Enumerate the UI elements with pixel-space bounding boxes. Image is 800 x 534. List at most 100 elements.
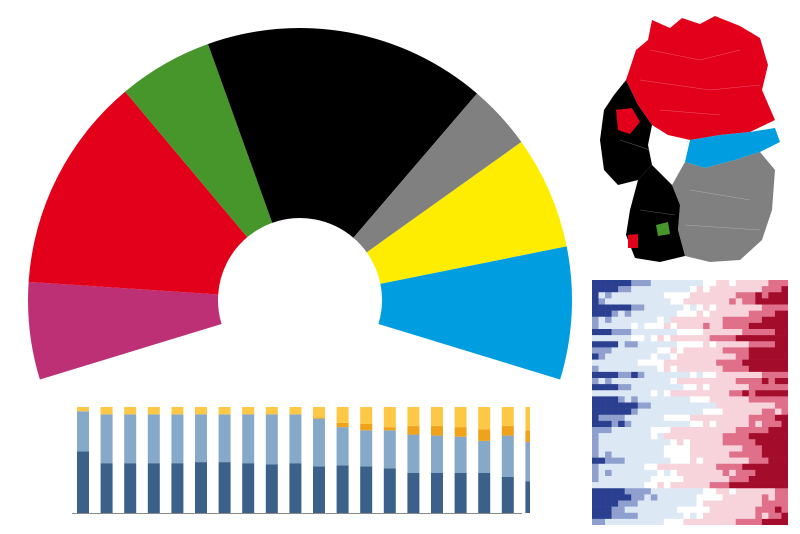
heatmap-cell bbox=[644, 280, 652, 287]
heatmap-cell bbox=[605, 359, 612, 367]
heatmap-cell bbox=[735, 298, 743, 305]
heatmap-cell bbox=[631, 390, 639, 397]
heatmap-cell bbox=[703, 335, 710, 342]
heatmap-cell bbox=[598, 322, 606, 330]
heatmap-cell bbox=[722, 304, 730, 311]
heatmap-cell bbox=[605, 402, 612, 409]
heatmap-cell bbox=[729, 304, 737, 311]
heatmap-cell bbox=[768, 298, 776, 305]
heatmap-cell bbox=[735, 316, 743, 324]
heatmap-cell bbox=[650, 402, 658, 409]
heatmap-cell bbox=[592, 457, 599, 465]
heatmap-cell bbox=[618, 396, 625, 403]
heatmap-cell bbox=[663, 482, 671, 489]
heatmap-cell bbox=[735, 512, 743, 520]
heatmap-cell bbox=[735, 378, 743, 385]
heatmap-cell bbox=[611, 457, 619, 465]
bar-1-segment-0 bbox=[100, 463, 113, 513]
heatmap-cell bbox=[742, 390, 750, 397]
heatmap-cell bbox=[722, 445, 730, 452]
heatmap-cell bbox=[735, 329, 743, 336]
heatmap-cell bbox=[670, 457, 678, 465]
heatmap-cell bbox=[592, 378, 599, 385]
heatmap-cell bbox=[774, 396, 782, 403]
heatmap-cell bbox=[611, 304, 619, 311]
heatmap-cell bbox=[690, 359, 697, 367]
heatmap-cell bbox=[605, 298, 612, 305]
heatmap-cell bbox=[592, 427, 599, 434]
heatmap-cell bbox=[676, 280, 684, 287]
heatmap-cell bbox=[663, 365, 671, 373]
heatmap-cell bbox=[755, 451, 763, 458]
heatmap-cell bbox=[592, 488, 599, 495]
heatmap-cell bbox=[709, 378, 717, 385]
heatmap-cell bbox=[650, 347, 658, 354]
heatmap-cell bbox=[611, 341, 619, 348]
heatmap-cell bbox=[657, 335, 665, 342]
heatmap-cell bbox=[722, 347, 730, 354]
heatmap-cell bbox=[716, 482, 723, 489]
heatmap-cell bbox=[735, 469, 743, 477]
heatmap-cell bbox=[709, 433, 717, 440]
heatmap-cell bbox=[768, 396, 776, 403]
heatmap-cell bbox=[663, 347, 671, 354]
heatmap-cell bbox=[748, 451, 756, 458]
heatmap-cell bbox=[618, 482, 625, 489]
heatmap-cell bbox=[696, 476, 704, 483]
heatmap-cell bbox=[670, 488, 678, 495]
heatmap-cell bbox=[611, 488, 619, 495]
heatmap-cell bbox=[748, 335, 756, 342]
heatmap-cell bbox=[768, 292, 776, 299]
heatmap-cell bbox=[755, 500, 763, 507]
heatmap-cell bbox=[618, 341, 625, 348]
heatmap-cell bbox=[676, 512, 684, 520]
heatmap-cell bbox=[644, 359, 652, 367]
heatmap-cell bbox=[690, 292, 697, 299]
heatmap-cell bbox=[709, 408, 717, 416]
heatmap-cell bbox=[774, 457, 782, 465]
heatmap-cell bbox=[598, 304, 606, 311]
heatmap-cell bbox=[729, 518, 737, 525]
heatmap-cell bbox=[611, 329, 619, 336]
heatmap-cell bbox=[598, 420, 606, 428]
heatmap-cell bbox=[761, 292, 769, 299]
heatmap-cell bbox=[676, 286, 684, 293]
heatmap-cell bbox=[703, 433, 710, 440]
heatmap-cell bbox=[592, 280, 599, 287]
heatmap-cell bbox=[624, 286, 632, 293]
heatmap-cell bbox=[631, 457, 639, 465]
heatmap-cell bbox=[605, 335, 612, 342]
bar-16-segment-0 bbox=[454, 472, 467, 513]
bar-11-segment-1 bbox=[336, 427, 349, 466]
heatmap-cell bbox=[676, 359, 684, 367]
heatmap-cell bbox=[676, 371, 684, 379]
heatmap-cell bbox=[729, 384, 737, 391]
heatmap-cell bbox=[618, 384, 625, 391]
seat-slice-3 bbox=[207, 28, 477, 238]
heatmap-cell bbox=[650, 310, 658, 318]
heatmap-cell bbox=[637, 322, 645, 330]
heatmap-cell bbox=[618, 506, 625, 514]
heatmap-cell bbox=[592, 365, 599, 373]
heatmap-cell bbox=[781, 329, 788, 336]
heatmap-cell bbox=[592, 482, 599, 489]
heatmap-cell bbox=[761, 463, 769, 471]
heatmap-cell bbox=[650, 378, 658, 385]
heatmap-cell bbox=[761, 341, 769, 348]
heatmap-cell bbox=[703, 280, 710, 287]
heatmap-cell bbox=[644, 365, 652, 373]
heatmap-cell bbox=[618, 329, 625, 336]
heatmap-cell bbox=[611, 390, 619, 397]
heatmap-cell bbox=[729, 414, 737, 422]
heatmap-cell bbox=[592, 396, 599, 403]
region-green-patch bbox=[656, 222, 670, 236]
heatmap-cell bbox=[650, 335, 658, 342]
heatmap-cell bbox=[611, 353, 619, 360]
heatmap-cell bbox=[670, 322, 678, 330]
bar-19-segment-0 bbox=[525, 481, 530, 513]
heatmap-cell bbox=[748, 347, 756, 354]
heatmap-cell bbox=[670, 310, 678, 318]
heatmap-cell bbox=[716, 457, 723, 465]
heatmap-cell bbox=[781, 427, 788, 434]
heatmap-cell bbox=[703, 445, 710, 452]
